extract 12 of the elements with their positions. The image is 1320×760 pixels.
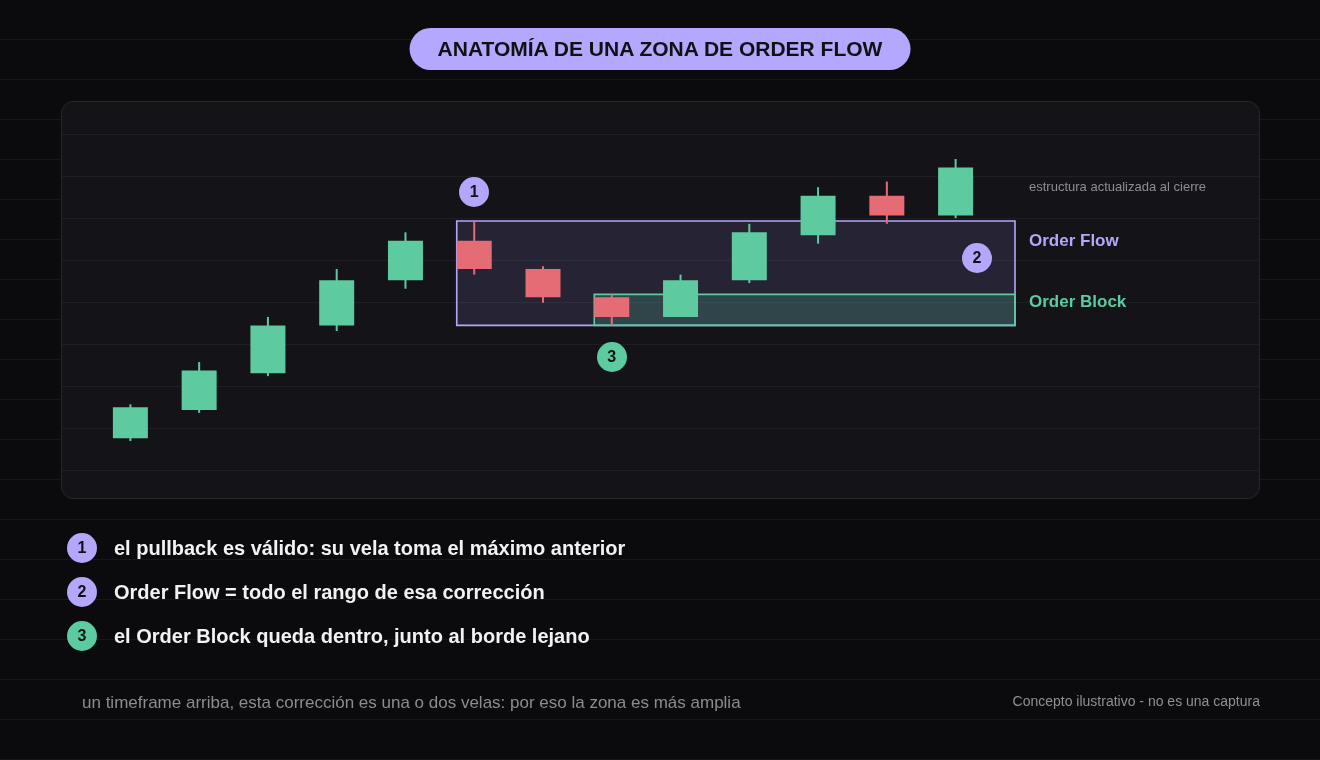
- text: un timeframe arriba, esta corrección es una o dos velas: por eso la zona es más amplia: [82, 692, 741, 714]
- number-badge: 2: [67, 577, 97, 607]
- band-label: Order Block: [1029, 291, 1127, 311]
- text: el pullback es válido: su vela toma el máximo anterior: [114, 536, 626, 560]
- chart-title: ANATOMÍA DE UNA ZONA DE ORDER FLOW: [409, 28, 911, 70]
- number-badge: 3: [67, 621, 97, 651]
- text: Concepto ilustrativo - no es una captura: [1012, 692, 1260, 711]
- text: estructura actualizada al cierre: [1029, 178, 1207, 194]
- text: Order Flow = todo el rango de esa corrección: [114, 580, 545, 604]
- text: el Order Block queda dentro, junto al borde lejano: [114, 624, 590, 648]
- number-badge: 1: [67, 533, 97, 563]
- band-label: Order Flow: [1029, 230, 1120, 250]
